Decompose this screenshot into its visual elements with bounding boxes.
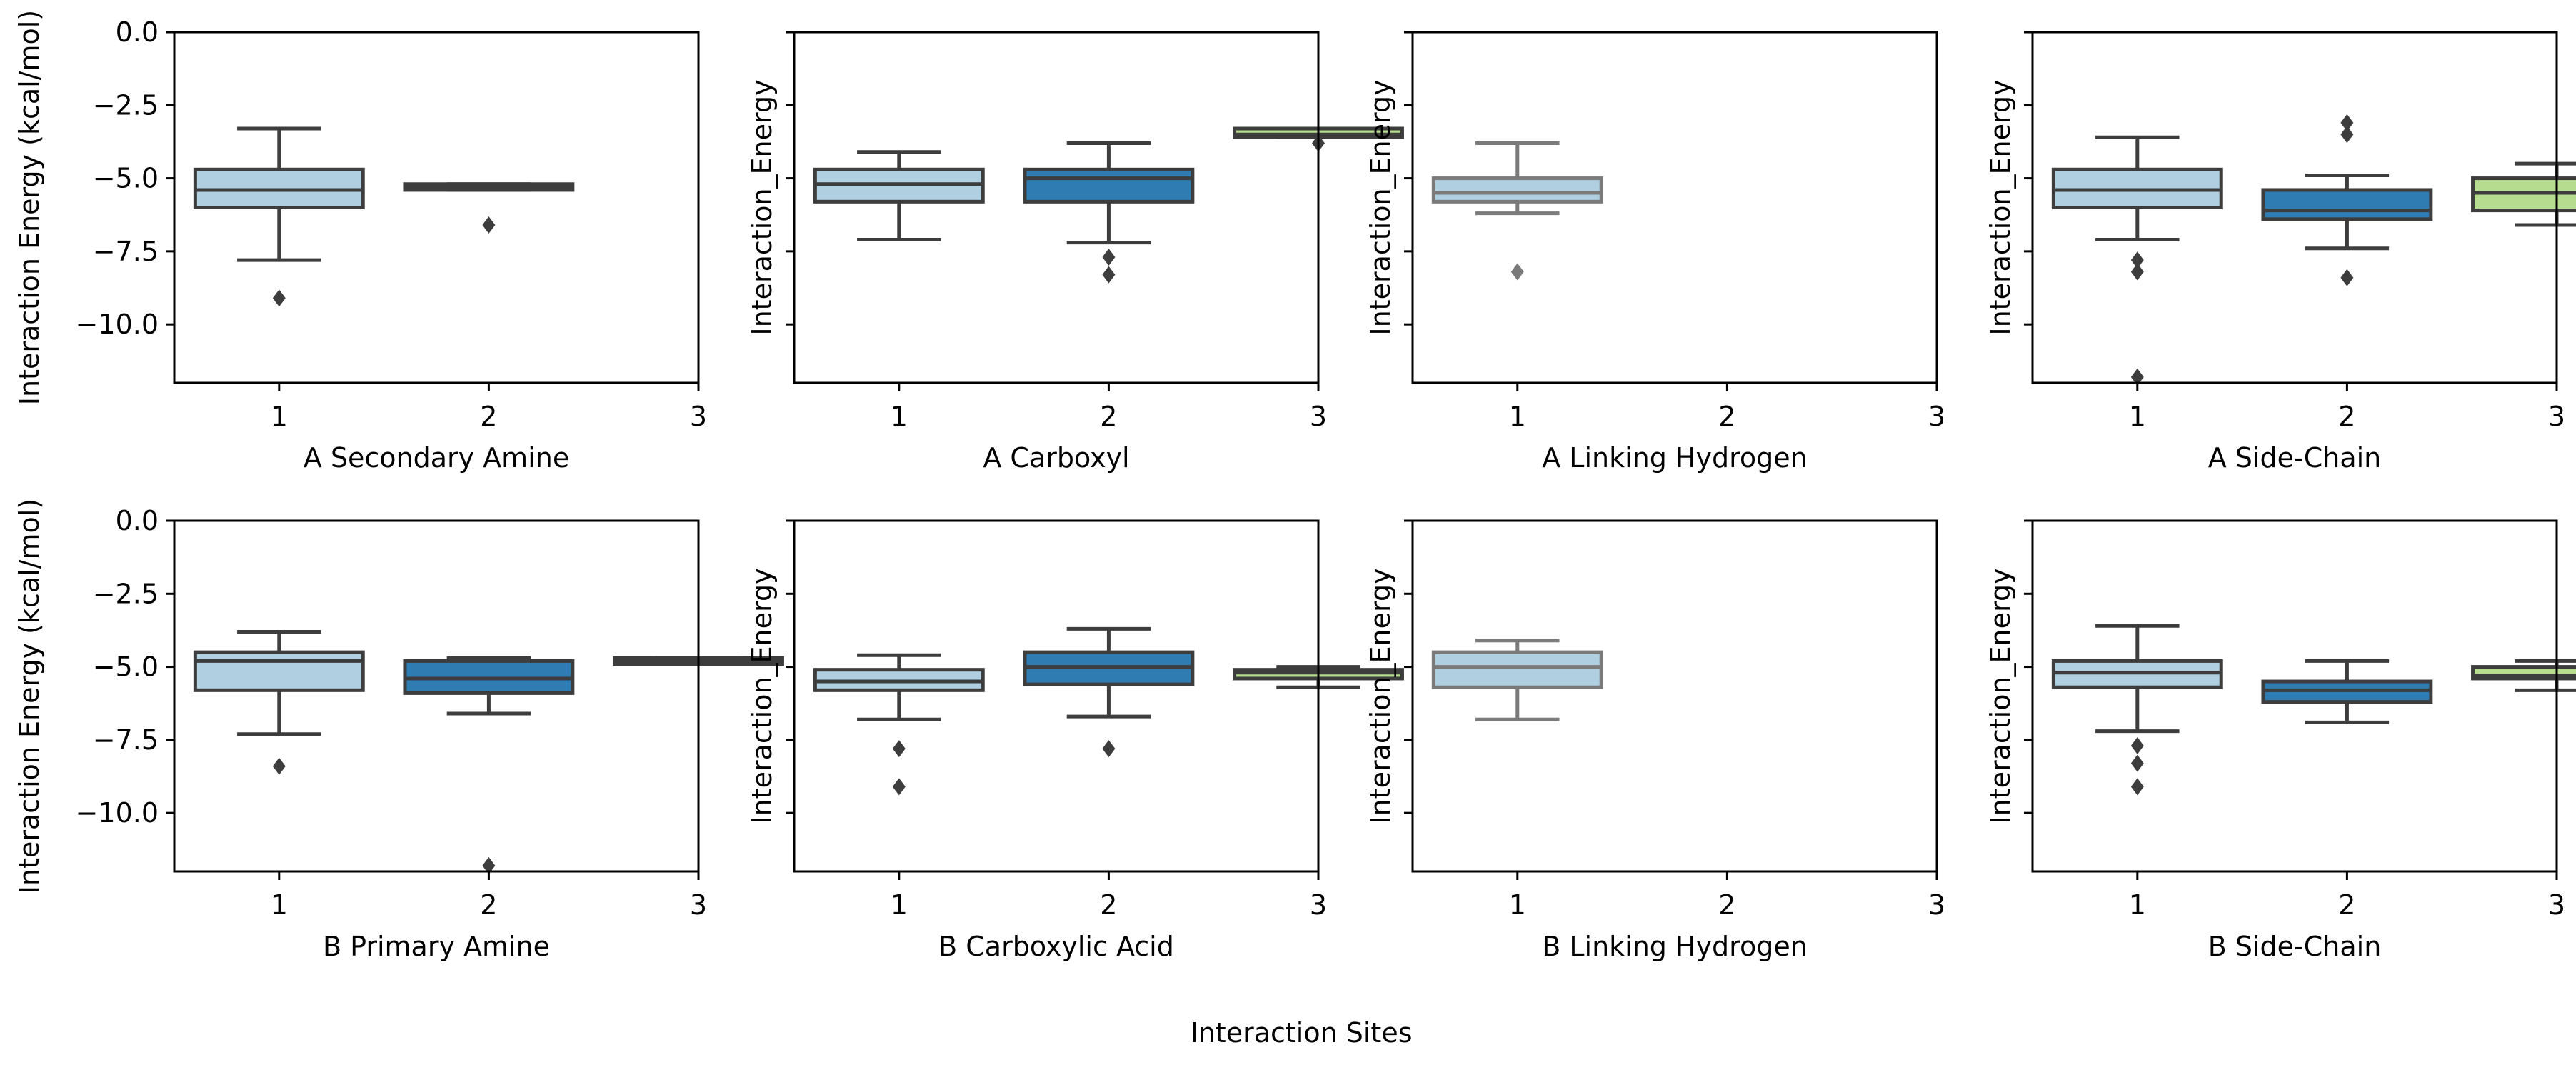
axes-frame [2031, 519, 2558, 873]
y-tick-label: 0.0 [116, 505, 159, 536]
x-tick-label: 3 [2548, 401, 2565, 432]
outlier-marker [2130, 737, 2144, 755]
x-tick-label: 2 [1100, 889, 1117, 921]
outlier-marker [2130, 251, 2144, 269]
outlier-marker [2340, 269, 2354, 286]
x-tick-label: 3 [690, 889, 707, 921]
box-2 [1023, 167, 1195, 204]
axes-frame [173, 519, 700, 873]
x-tick-label: 2 [480, 401, 497, 432]
x-tick-label: 1 [1509, 889, 1526, 921]
x-tick-label: 2 [2338, 889, 2355, 921]
x-tick-label: 1 [271, 889, 288, 921]
outlier-marker [2130, 778, 2144, 796]
x-tick-label: 2 [1718, 401, 1735, 432]
y-axis-label: Interaction_Energy [746, 568, 778, 824]
x-tick-label: 1 [2129, 889, 2146, 921]
x-axis-label: B Side-Chain [2208, 931, 2382, 962]
x-axis-label: A Linking Hydrogen [1542, 442, 1808, 474]
outlier-marker [482, 216, 496, 234]
outlier-marker [1510, 263, 1524, 281]
box-2 [2261, 188, 2433, 221]
outlier-marker [892, 740, 906, 758]
box-1 [1431, 176, 1603, 204]
y-tick-label: −7.5 [93, 236, 159, 267]
y-tick-label: 0.0 [116, 16, 159, 48]
outlier-marker [2130, 263, 2144, 281]
x-tick-label: 3 [2548, 889, 2565, 921]
y-axis-label: Interaction_Energy [1365, 568, 1396, 824]
y-tick-label: −2.5 [93, 578, 159, 609]
x-axis-label: B Primary Amine [323, 931, 550, 962]
x-axis-label: A Secondary Amine [304, 442, 569, 474]
x-tick-label: 3 [1310, 401, 1327, 432]
x-tick-label: 2 [1718, 889, 1735, 921]
axes-frame [793, 519, 1320, 873]
y-tick-label: −10.0 [76, 797, 159, 829]
x-tick-label: 1 [271, 401, 288, 432]
outlier-marker [272, 757, 286, 775]
x-tick-label: 1 [1509, 401, 1526, 432]
y-tick-label: −5.0 [93, 163, 159, 194]
y-axis-label: Interaction Energy (kcal/mol) [14, 10, 45, 405]
axes-frame [2031, 31, 2558, 384]
y-axis-label: Interaction_Energy [1985, 568, 2016, 824]
outlier-marker [272, 289, 286, 307]
outlier-marker [2130, 368, 2144, 386]
x-axis-label: B Linking Hydrogen [1542, 931, 1808, 962]
x-tick-label: 3 [1310, 889, 1327, 921]
outlier-marker [1102, 249, 1116, 266]
y-tick-label: −10.0 [76, 309, 159, 340]
x-tick-label: 2 [480, 889, 497, 921]
axes-frame [793, 31, 1320, 384]
x-axis-label: A Carboxyl [983, 442, 1129, 474]
y-axis-label: Interaction_Energy [1985, 79, 2016, 335]
box-1 [193, 650, 365, 692]
axes-frame [173, 31, 700, 384]
x-tick-label: 1 [2129, 401, 2146, 432]
y-axis-label: Interaction_Energy [746, 79, 778, 335]
outlier-marker [1102, 740, 1116, 758]
box-1 [1431, 650, 1603, 689]
outlier-marker [2340, 126, 2354, 144]
x-tick-label: 3 [1928, 889, 1945, 921]
outlier-marker [2130, 754, 2144, 772]
chart-xlabel: Interaction Sites [1191, 1017, 1413, 1049]
y-tick-label: −5.0 [93, 651, 159, 683]
x-tick-label: 3 [1928, 401, 1945, 432]
outlier-marker [482, 856, 496, 874]
outlier-marker [892, 778, 906, 796]
y-tick-label: −2.5 [93, 89, 159, 121]
y-axis-label: Interaction Energy (kcal/mol) [14, 499, 45, 894]
outlier-marker [1102, 266, 1116, 284]
x-axis-label: A Side-Chain [2208, 442, 2382, 474]
x-tick-label: 2 [2338, 401, 2355, 432]
outlier-marker [2340, 114, 2354, 131]
y-axis-label: Interaction_Energy [1365, 79, 1396, 335]
y-tick-label: −7.5 [93, 724, 159, 756]
x-tick-label: 1 [891, 401, 908, 432]
axes-frame [1411, 519, 1938, 873]
axes-frame [1411, 31, 1938, 384]
x-tick-label: 2 [1100, 401, 1117, 432]
x-tick-label: 1 [891, 889, 908, 921]
x-axis-label: B Carboxylic Acid [938, 931, 1174, 962]
x-tick-label: 3 [690, 401, 707, 432]
